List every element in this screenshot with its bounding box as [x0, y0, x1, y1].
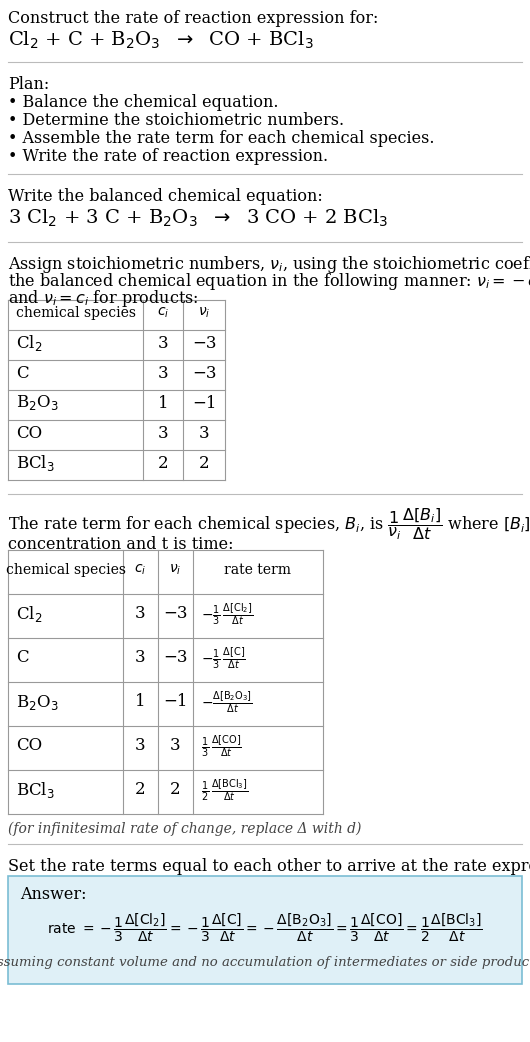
- Text: (for infinitesimal rate of change, replace Δ with d): (for infinitesimal rate of change, repla…: [8, 822, 361, 837]
- Text: $-\frac{\Delta[\mathrm{B}_2\mathrm{O}_3]}{\Delta t}$: $-\frac{\Delta[\mathrm{B}_2\mathrm{O}_3]…: [201, 689, 253, 715]
- Text: 3: 3: [158, 334, 169, 351]
- Text: chemical species: chemical species: [5, 563, 126, 577]
- Text: $-\frac{1}{3}\,\frac{\Delta[\mathrm{Cl}_2]}{\Delta t}$: $-\frac{1}{3}\,\frac{\Delta[\mathrm{Cl}_…: [201, 601, 253, 627]
- Text: C: C: [16, 365, 29, 381]
- Text: 3: 3: [158, 365, 169, 381]
- Text: (assuming constant volume and no accumulation of intermediates or side products): (assuming constant volume and no accumul…: [0, 956, 530, 969]
- Text: • Assemble the rate term for each chemical species.: • Assemble the rate term for each chemic…: [8, 130, 435, 147]
- Text: Plan:: Plan:: [8, 76, 49, 93]
- Text: CO: CO: [16, 424, 42, 442]
- Text: Cl$_2$ + C + B$_2$O$_3$  $\rightarrow$  CO + BCl$_3$: Cl$_2$ + C + B$_2$O$_3$ $\rightarrow$ CO…: [8, 30, 314, 51]
- Text: rate term: rate term: [225, 563, 292, 577]
- Text: Assign stoichiometric numbers, $\nu_i$, using the stoichiometric coefficients, $: Assign stoichiometric numbers, $\nu_i$, …: [8, 254, 530, 275]
- Text: 1: 1: [158, 395, 169, 412]
- Text: 3: 3: [199, 424, 209, 442]
- Text: −3: −3: [192, 365, 216, 381]
- Text: The rate term for each chemical species, $B_i$, is $\dfrac{1}{\nu_i}\dfrac{\Delt: The rate term for each chemical species,…: [8, 506, 530, 542]
- Text: 2: 2: [199, 454, 209, 471]
- Text: Construct the rate of reaction expression for:: Construct the rate of reaction expressio…: [8, 10, 378, 27]
- Text: • Write the rate of reaction expression.: • Write the rate of reaction expression.: [8, 148, 328, 165]
- Text: Cl$_2$: Cl$_2$: [16, 333, 42, 353]
- Text: 1: 1: [135, 694, 146, 711]
- Text: 3 Cl$_2$ + 3 C + B$_2$O$_3$  $\rightarrow$  3 CO + 2 BCl$_3$: 3 Cl$_2$ + 3 C + B$_2$O$_3$ $\rightarrow…: [8, 208, 388, 229]
- Text: $\nu_i$: $\nu_i$: [169, 563, 182, 577]
- FancyBboxPatch shape: [8, 876, 522, 984]
- Text: • Determine the stoichiometric numbers.: • Determine the stoichiometric numbers.: [8, 111, 344, 129]
- Text: $\frac{1}{2}\,\frac{\Delta[\mathrm{BCl}_3]}{\Delta t}$: $\frac{1}{2}\,\frac{\Delta[\mathrm{BCl}_…: [201, 777, 248, 803]
- Text: −1: −1: [163, 694, 188, 711]
- Text: Answer:: Answer:: [20, 886, 86, 903]
- Text: $\frac{1}{3}\,\frac{\Delta[\mathrm{CO}]}{\Delta t}$: $\frac{1}{3}\,\frac{\Delta[\mathrm{CO}]}…: [201, 734, 242, 759]
- Text: 2: 2: [170, 782, 181, 798]
- Text: 2: 2: [158, 454, 169, 471]
- Text: rate $= -\dfrac{1}{3}\dfrac{\Delta[\mathrm{Cl}_2]}{\Delta t} = -\dfrac{1}{3}\dfr: rate $= -\dfrac{1}{3}\dfrac{\Delta[\math…: [47, 912, 483, 944]
- Text: CO: CO: [16, 738, 42, 754]
- Text: Set the rate terms equal to each other to arrive at the rate expression:: Set the rate terms equal to each other t…: [8, 858, 530, 875]
- Text: $\nu_i$: $\nu_i$: [198, 305, 210, 320]
- Text: BCl$_3$: BCl$_3$: [16, 780, 55, 800]
- Text: 2: 2: [135, 782, 146, 798]
- Text: −1: −1: [192, 395, 216, 412]
- Text: −3: −3: [163, 649, 188, 667]
- Text: 3: 3: [135, 605, 146, 622]
- Text: −3: −3: [163, 605, 188, 622]
- Text: 3: 3: [170, 738, 181, 754]
- Text: B$_2$O$_3$: B$_2$O$_3$: [16, 394, 59, 413]
- Text: the balanced chemical equation in the following manner: $\nu_i = -c_i$ for react: the balanced chemical equation in the fo…: [8, 271, 530, 292]
- Text: concentration and t is time:: concentration and t is time:: [8, 536, 234, 553]
- Text: 3: 3: [135, 649, 146, 667]
- Text: Write the balanced chemical equation:: Write the balanced chemical equation:: [8, 188, 323, 205]
- Text: C: C: [16, 649, 29, 667]
- Text: −3: −3: [192, 334, 216, 351]
- Text: 3: 3: [135, 738, 146, 754]
- Text: B$_2$O$_3$: B$_2$O$_3$: [16, 693, 59, 712]
- Text: chemical species: chemical species: [15, 306, 136, 320]
- Text: 3: 3: [158, 424, 169, 442]
- Text: $c_i$: $c_i$: [157, 305, 169, 320]
- Text: and $\nu_i = c_i$ for products:: and $\nu_i = c_i$ for products:: [8, 288, 198, 309]
- Text: Cl$_2$: Cl$_2$: [16, 604, 42, 624]
- Text: $-\frac{1}{3}\,\frac{\Delta[\mathrm{C}]}{\Delta t}$: $-\frac{1}{3}\,\frac{\Delta[\mathrm{C}]}…: [201, 645, 246, 671]
- Text: $c_i$: $c_i$: [135, 563, 147, 577]
- Text: • Balance the chemical equation.: • Balance the chemical equation.: [8, 94, 278, 111]
- Text: BCl$_3$: BCl$_3$: [16, 453, 55, 473]
